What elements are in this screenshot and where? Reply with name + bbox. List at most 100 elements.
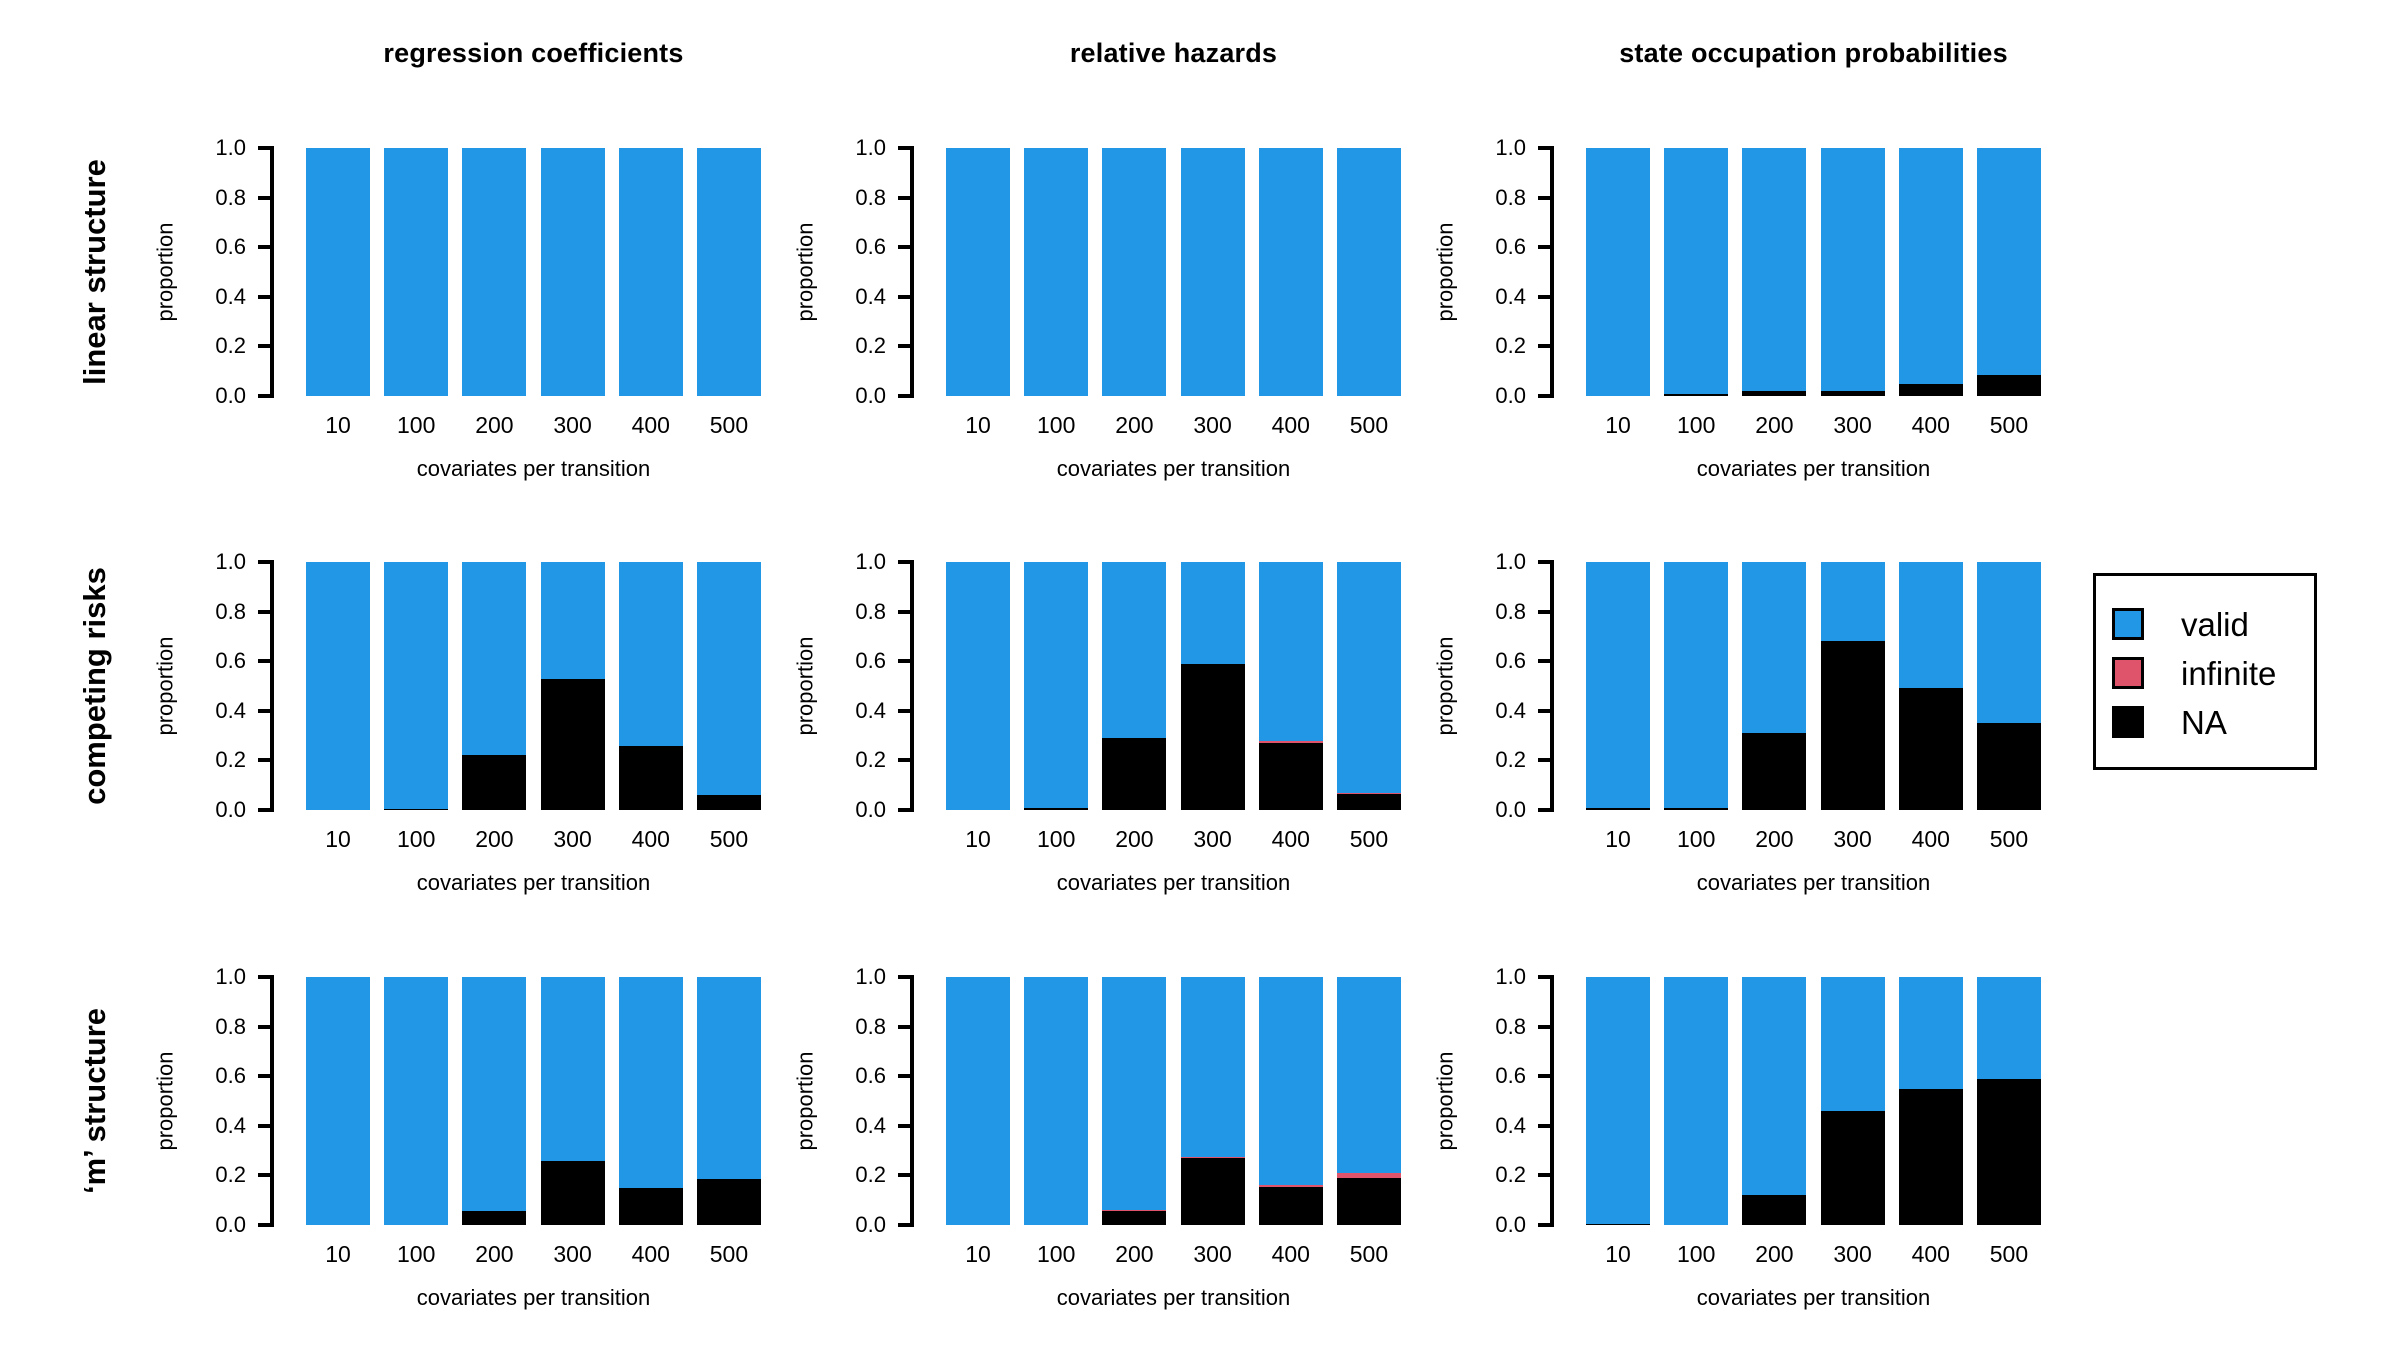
stacked-bar bbox=[540, 562, 605, 810]
y-tick-label: 0.0 bbox=[215, 1212, 246, 1237]
bar-segment-valid bbox=[306, 148, 370, 396]
bar-segment-valid bbox=[1898, 977, 1963, 1089]
stacked-bar bbox=[946, 977, 1010, 1225]
bar-segment-na bbox=[1336, 793, 1401, 810]
bar-segment-na bbox=[1586, 1223, 1650, 1225]
y-tick-label: 0.4 bbox=[855, 697, 886, 723]
legend-item-na: NA bbox=[2112, 706, 2227, 739]
column-title-regression-coefficients: regression coefficients bbox=[383, 38, 684, 68]
bar-segment-valid bbox=[618, 562, 683, 746]
bar-segment-infinite bbox=[1258, 740, 1323, 744]
stacked-bar bbox=[1820, 977, 1885, 1225]
x-tick-label: 10 bbox=[325, 412, 351, 438]
y-tick bbox=[258, 1173, 272, 1178]
bar-segment-na bbox=[618, 745, 683, 810]
bar-segment-valid bbox=[1102, 562, 1167, 739]
x-tick-label: 300 bbox=[553, 412, 592, 438]
y-tick-label: 0.6 bbox=[1495, 234, 1526, 260]
x-tick-label: 100 bbox=[1677, 826, 1716, 852]
x-axis-caption: covariates per transition bbox=[1056, 1285, 1291, 1310]
bar-segment-valid bbox=[462, 977, 527, 1212]
x-tick-label: 10 bbox=[1605, 1241, 1631, 1267]
legend-swatch-infinite bbox=[2112, 657, 2144, 689]
y-tick-label: 1.0 bbox=[1495, 964, 1526, 989]
y-tick-label: 0.0 bbox=[855, 1212, 886, 1237]
y-tick-label: 0.8 bbox=[1495, 184, 1526, 210]
y-tick bbox=[898, 1123, 912, 1128]
stacked-bar bbox=[384, 977, 449, 1225]
x-tick-label: 100 bbox=[1037, 412, 1076, 438]
y-tick bbox=[258, 1024, 272, 1029]
legend: valid infinite NA bbox=[2093, 573, 2317, 770]
y-tick bbox=[898, 394, 912, 398]
y-tick bbox=[258, 195, 272, 200]
y-tick-label: 0.0 bbox=[1495, 797, 1526, 822]
y-tick-label: 0.4 bbox=[215, 1112, 246, 1138]
x-tick-label: 400 bbox=[1271, 412, 1310, 438]
x-axis-caption: covariates per transition bbox=[1056, 456, 1291, 481]
stacked-bar bbox=[1898, 977, 1963, 1225]
y-tick bbox=[258, 609, 272, 614]
bar-segment-valid bbox=[1742, 148, 1807, 392]
stacked-bar bbox=[1024, 562, 1089, 810]
y-tick-label: 0.6 bbox=[855, 234, 886, 260]
stacked-bar bbox=[1820, 148, 1885, 396]
bar-segment-valid bbox=[384, 148, 449, 396]
y-tick-label: 0.0 bbox=[1495, 1212, 1526, 1237]
stacked-bar bbox=[540, 148, 605, 396]
x-tick-label: 300 bbox=[1193, 412, 1232, 438]
stacked-bar bbox=[1820, 562, 1885, 810]
y-tick bbox=[258, 344, 272, 349]
y-tick-label: 0.4 bbox=[1495, 1112, 1526, 1138]
x-tick-label: 100 bbox=[1677, 1241, 1716, 1267]
bar-segment-valid bbox=[1102, 148, 1167, 396]
y-tick bbox=[1538, 1223, 1552, 1227]
bars bbox=[1586, 977, 2041, 1225]
y-tick bbox=[1538, 808, 1552, 812]
bars bbox=[946, 148, 1401, 396]
bars bbox=[946, 562, 1401, 810]
bar-segment-valid bbox=[1664, 148, 1729, 394]
y-tick bbox=[258, 975, 272, 979]
bar-segment-valid bbox=[1024, 977, 1089, 1225]
stacked-bar bbox=[1664, 977, 1729, 1225]
bar-segment-na bbox=[1898, 688, 1963, 810]
bar-segment-valid bbox=[1898, 562, 1963, 689]
x-axis-caption: covariates per transition bbox=[416, 870, 651, 895]
chart-linear-structure-state-occupation-probabilities: proportion 1.0 0.8 0.6 0.4 0.2 0.0 10 100 200 30… bbox=[1433, 135, 2041, 481]
y-tick-label: 0.2 bbox=[215, 333, 246, 359]
row-label-m-structure: ‘m’ structure bbox=[77, 1007, 112, 1195]
bar-segment-valid bbox=[384, 562, 449, 809]
stacked-bar bbox=[618, 148, 683, 396]
bar-segment-valid bbox=[1024, 562, 1089, 808]
y-tick bbox=[1538, 758, 1552, 763]
chart-competing-risks-relative-hazards: proportion 1.0 0.8 0.6 0.4 0.2 0.0 10 100 200 30… bbox=[793, 549, 1401, 895]
y-tick-label: 0.4 bbox=[1495, 697, 1526, 723]
bar-segment-na bbox=[1898, 383, 1963, 396]
bar-segment-valid bbox=[1180, 562, 1245, 664]
y-tick bbox=[258, 659, 272, 664]
y-tick-label: 1.0 bbox=[215, 549, 246, 574]
x-tick-label: 10 bbox=[325, 826, 351, 852]
y-tick-label: 1.0 bbox=[855, 135, 886, 160]
y-axis-line bbox=[270, 146, 274, 398]
stacked-bar bbox=[1180, 148, 1245, 396]
bar-segment-na bbox=[1336, 1177, 1401, 1225]
bar-segment-valid bbox=[946, 562, 1010, 810]
stacked-bar bbox=[1102, 148, 1167, 396]
x-axis-caption: covariates per transition bbox=[1696, 456, 1931, 481]
x-tick-labels: 10 100 200 300 400 500 bbox=[946, 826, 1401, 853]
legend-item-infinite: infinite bbox=[2112, 657, 2276, 690]
x-tick-label: 500 bbox=[1349, 826, 1389, 852]
bar-segment-na bbox=[1664, 807, 1729, 810]
x-tick-label: 100 bbox=[397, 826, 436, 852]
bar-segment-infinite bbox=[1336, 792, 1401, 794]
y-tick bbox=[1538, 1123, 1552, 1128]
bar-segment-valid bbox=[696, 148, 761, 396]
y-tick-label: 0.4 bbox=[855, 283, 886, 309]
x-tick-labels: 10 100 200 300 400 500 bbox=[306, 1241, 761, 1268]
bar-segment-na bbox=[1976, 374, 2041, 396]
bar-segment-valid bbox=[1898, 148, 1963, 384]
x-tick-label: 500 bbox=[1989, 412, 2029, 438]
y-tick bbox=[898, 708, 912, 713]
